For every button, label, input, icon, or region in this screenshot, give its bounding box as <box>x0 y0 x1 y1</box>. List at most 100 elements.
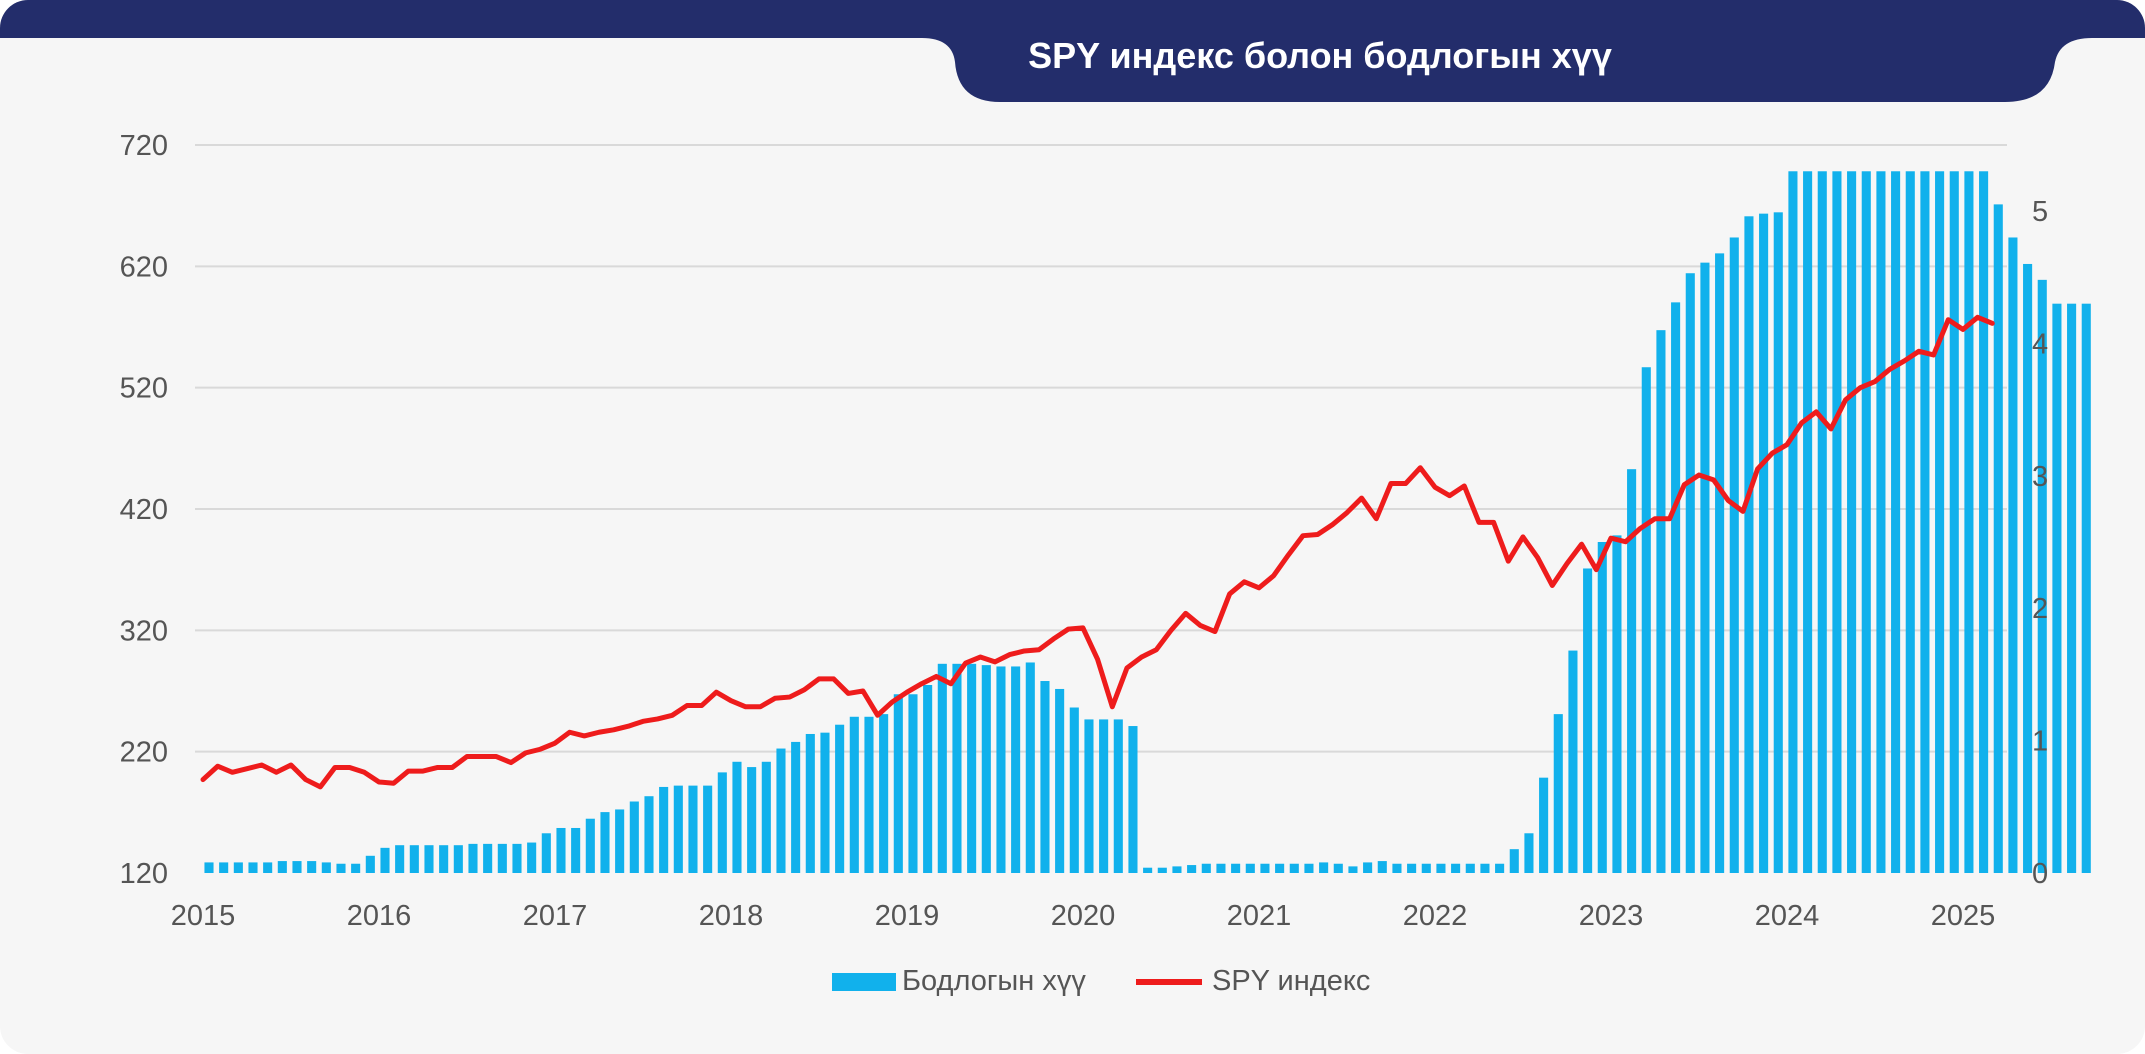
rate-bar <box>1436 863 1446 873</box>
rate-bar <box>820 732 830 873</box>
rate-bar <box>893 694 903 873</box>
rate-bar <box>1715 253 1725 873</box>
rate-bar <box>1700 262 1710 873</box>
rate-bar <box>1729 237 1739 874</box>
x-tick-label: 2017 <box>523 900 588 932</box>
rate-bar <box>1011 666 1021 873</box>
rate-bar <box>512 843 522 873</box>
rate-bar <box>292 861 302 873</box>
left-tick-label: 220 <box>120 737 168 769</box>
x-tick-label: 2023 <box>1579 900 1644 932</box>
rate-bar <box>1876 171 1886 873</box>
rate-bar <box>1113 719 1123 873</box>
rate-bar <box>351 863 361 873</box>
left-tick-label: 420 <box>120 494 168 526</box>
rate-bar <box>732 761 742 873</box>
rate-bar <box>1216 863 1226 873</box>
rate-bar <box>1949 171 1959 873</box>
rate-bar <box>1627 469 1637 873</box>
rate-bar <box>805 733 815 873</box>
rate-bar <box>321 862 331 873</box>
rate-bar <box>1597 542 1607 873</box>
rate-bar <box>2052 303 2062 873</box>
rate-bar <box>761 761 771 873</box>
rate-bar <box>1172 866 1182 873</box>
left-tick-label: 520 <box>120 373 168 405</box>
spy-line-layer <box>200 314 1995 790</box>
rate-bar <box>1099 719 1109 873</box>
rate-bar <box>849 716 859 873</box>
rate-bar <box>703 785 713 873</box>
rate-bar <box>967 663 977 873</box>
rate-bar <box>600 812 610 873</box>
rate-bar <box>336 863 346 873</box>
rate-bar <box>1451 863 1461 873</box>
rate-bar <box>1773 212 1783 873</box>
rate-bar <box>629 801 639 873</box>
rate-bar <box>527 842 537 873</box>
rate-bar <box>1539 777 1549 873</box>
rate-bar <box>1744 216 1754 874</box>
rate-bar <box>439 845 449 873</box>
right-tick-label: 4 <box>2032 328 2048 360</box>
rate-bar <box>1480 863 1490 873</box>
rate-bar <box>776 748 786 873</box>
rate-bar <box>1348 866 1358 873</box>
rate-bar <box>541 833 551 873</box>
left-tick-label: 620 <box>120 251 168 283</box>
rate-bar <box>1245 863 1255 873</box>
right-tick-label: 5 <box>2032 196 2048 228</box>
rate-bar <box>2037 279 2047 874</box>
rate-bar <box>1788 171 1798 873</box>
x-tick-label: 2024 <box>1755 900 1820 932</box>
rate-bar <box>1759 213 1769 873</box>
rate-bar <box>1495 863 1505 873</box>
right-tick-label: 2 <box>2032 593 2048 625</box>
rate-bar <box>1583 568 1593 873</box>
x-tick-label: 2019 <box>875 900 940 932</box>
x-tick-label: 2015 <box>171 900 236 932</box>
legend-swatch-rate <box>832 973 896 991</box>
rate-bar <box>307 861 317 873</box>
rate-bar <box>879 714 889 873</box>
rate-bar <box>233 862 243 873</box>
rate-bar <box>952 663 962 873</box>
rate-bar <box>1861 171 1871 873</box>
rate-bar <box>981 665 991 873</box>
rate-bar <box>1832 171 1842 873</box>
chart-title: SPY индекс болон бодлогын хүү <box>1028 35 1612 76</box>
rate-bar <box>1377 861 1387 873</box>
rate-bar <box>1363 862 1373 873</box>
rate-bar <box>2067 303 2077 873</box>
rate-bar <box>1055 688 1065 873</box>
rate-bar <box>1128 726 1138 873</box>
right-tick-label: 1 <box>2032 726 2048 758</box>
rate-bar <box>204 862 214 873</box>
rate-bar <box>1392 863 1402 873</box>
rate-bar <box>1685 273 1695 874</box>
rate-bar <box>556 827 566 873</box>
right-axis-ticks: 0 1 2 3 4 5 <box>2032 196 2048 890</box>
rate-bar <box>395 845 405 873</box>
rate-bar <box>2008 237 2018 874</box>
rate-bar <box>615 809 625 873</box>
rate-bar <box>1920 171 1930 873</box>
rate-bar <box>996 666 1006 873</box>
rate-bar <box>483 843 493 873</box>
x-tick-label: 2025 <box>1931 900 1996 932</box>
rate-bar <box>1289 863 1299 873</box>
rate-bar <box>659 786 669 873</box>
x-tick-label: 2021 <box>1227 900 1292 932</box>
rate-bar <box>1891 171 1901 873</box>
rate-bar <box>937 663 947 873</box>
rate-bar <box>1040 681 1050 873</box>
x-axis-ticks: 2015 2016 2017 2018 2019 2020 2021 2022 2023 2024… <box>171 900 1996 932</box>
rate-bar <box>497 843 507 873</box>
right-tick-label: 0 <box>2032 858 2048 890</box>
rate-bar <box>1509 849 1519 873</box>
rate-bar <box>1157 867 1167 873</box>
rate-bar <box>380 847 390 873</box>
